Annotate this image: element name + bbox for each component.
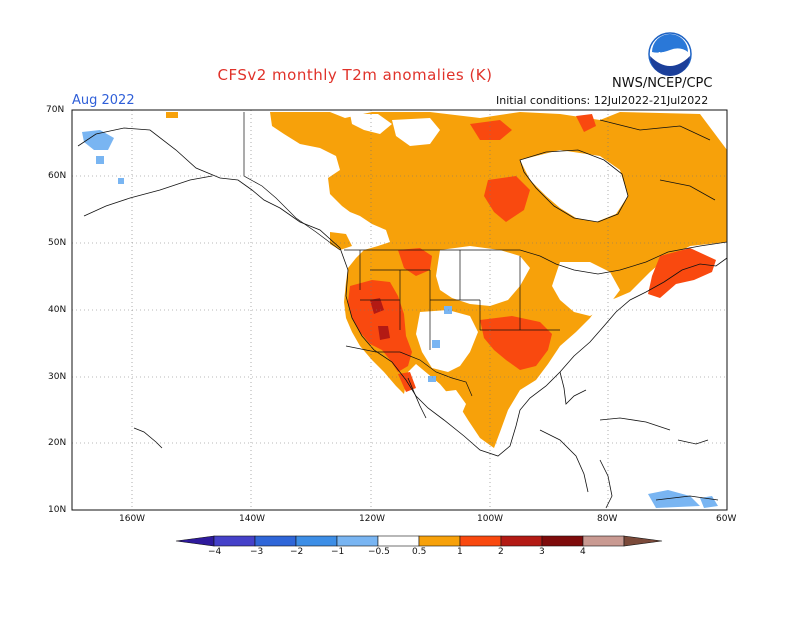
logo-text: NOAA [658,51,682,60]
colorbar-tick: −4 [208,547,222,557]
political-borders [243,112,728,397]
colorbar-tick: −0.5 [368,547,390,557]
lat-label: 40N [48,305,67,315]
lat-label: 50N [48,238,67,248]
graticule [72,110,727,510]
lon-label: 80W [597,514,618,524]
colorbar-segment [213,535,256,547]
colorbar-tick: −1 [331,547,345,557]
near-normal-regions [350,114,628,420]
colorbar-arrow-right [623,535,663,547]
colorbar-tick: −2 [290,547,304,557]
agency-label: NWS/NCEP/CPC [612,76,713,91]
lat-label: 10N [48,505,67,515]
map-title: CFSv2 monthly T2m anomalies (K) [217,66,493,84]
colorbar-segment [500,535,543,547]
colorbar-segment [582,535,625,547]
colorbar-tick: 4 [580,547,586,557]
colorbar-arrow-left [175,535,215,547]
colorbar [175,535,663,547]
lat-label: 60N [48,171,67,181]
colorbar-tick: 1 [457,547,463,557]
colorbar-tick: 2 [498,547,504,557]
colorbar-segment [377,535,420,547]
lon-label: 100W [477,514,504,524]
colorbar-segment [541,535,584,547]
lat-label: 20N [48,438,67,448]
initial-conditions: Initial conditions: 12Jul2022-21Jul2022 [496,94,709,107]
colorbar-tick: −3 [250,547,264,557]
lon-label: 140W [239,514,266,524]
colorbar-segment [418,535,461,547]
colorbar-segment [295,535,338,547]
colorbar-segment [459,535,502,547]
lon-label: 60W [716,514,737,524]
coastlines [77,119,728,509]
forecast-month: Aug 2022 [72,93,135,108]
colorbar-tick: 3 [539,547,545,557]
colorbar-tick: 0.5 [412,547,427,557]
colorbar-segment [336,535,379,547]
lat-label: 30N [48,372,67,382]
colorbar-segment [254,535,297,547]
noaa-logo-icon: NOAA [648,32,692,76]
lon-label: 160W [119,514,146,524]
lon-label: 120W [359,514,386,524]
lat-label: 70N [46,105,65,115]
